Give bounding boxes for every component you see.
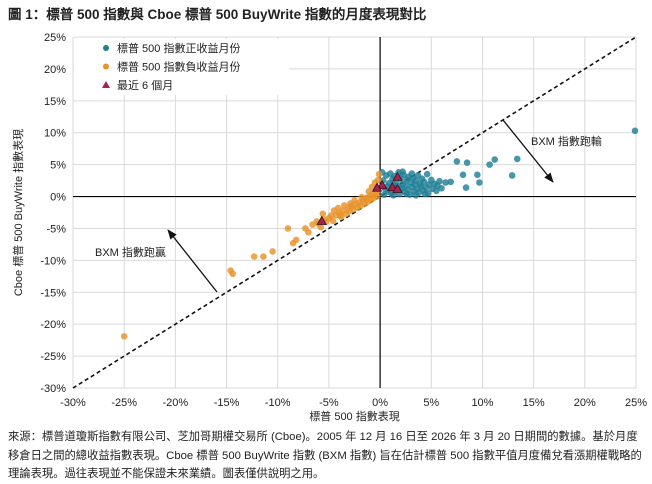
data-point-positive bbox=[436, 177, 443, 185]
data-point-positive bbox=[408, 170, 416, 177]
data-point-negative bbox=[329, 217, 337, 225]
data-point-positive bbox=[447, 178, 455, 186]
data-point-positive bbox=[423, 170, 431, 178]
x-tick-label: 25% bbox=[625, 397, 647, 409]
data-point-negative bbox=[358, 193, 365, 201]
data-point-positive bbox=[380, 191, 388, 198]
y-tick-label: 5% bbox=[50, 160, 66, 172]
data-point-positive bbox=[399, 168, 406, 175]
y-axis-label: Cboe 標普 500 BuyWrite 指數表現 bbox=[11, 129, 25, 296]
data-point-negative bbox=[347, 200, 354, 207]
y-tick-label: 15% bbox=[44, 96, 66, 108]
data-point-recent bbox=[371, 182, 383, 192]
underperform-arrow bbox=[502, 119, 554, 183]
y-tick-label: 25% bbox=[44, 32, 66, 44]
data-point-negative bbox=[269, 248, 276, 255]
data-point-positive bbox=[486, 161, 493, 168]
legend-marker-circle bbox=[103, 63, 109, 70]
data-point-negative bbox=[250, 253, 258, 260]
scatter-chart: -30% -25% -20% -15% -10% -5% 0% 5% 10% 15% 20% 25% 2… bbox=[11, 32, 647, 423]
y-tick-label: -25% bbox=[40, 351, 66, 363]
outperform-arrow bbox=[167, 229, 218, 293]
data-point-positive bbox=[476, 179, 483, 186]
data-point-positive bbox=[631, 127, 639, 135]
y-tick-label: -20% bbox=[40, 319, 66, 331]
data-point-negative bbox=[319, 210, 327, 218]
legend-marker-triangle bbox=[102, 81, 110, 88]
reference-line-y-equals-x bbox=[72, 36, 637, 389]
data-point-positive bbox=[438, 184, 445, 192]
x-tick-label: -10% bbox=[265, 397, 291, 409]
legend-background bbox=[74, 39, 289, 95]
data-point-positive bbox=[508, 172, 516, 179]
x-tick-label: -30% bbox=[60, 397, 86, 409]
data-point-negative bbox=[284, 225, 292, 232]
data-point-negative bbox=[229, 270, 236, 278]
y-tick-label: -5% bbox=[46, 223, 66, 235]
legend-label: 最近 6 個月 bbox=[117, 79, 173, 92]
data-point-positive bbox=[462, 184, 470, 191]
annotation-underperform: BXM 指數跑輸 bbox=[531, 134, 602, 148]
y-tick-label: 10% bbox=[44, 128, 66, 140]
data-point-negative bbox=[327, 212, 335, 219]
data-point-negative bbox=[305, 228, 312, 236]
x-tick-label: -20% bbox=[163, 397, 189, 409]
data-point-positive bbox=[474, 171, 481, 179]
data-point-positive bbox=[491, 156, 499, 163]
data-point-negative bbox=[292, 236, 300, 244]
data-point-positive bbox=[463, 159, 471, 167]
data-point-negative bbox=[340, 202, 348, 209]
data-point-positive bbox=[390, 191, 397, 199]
x-axis-label: 標普 500 指數表現 bbox=[309, 409, 399, 423]
data-point-negative bbox=[336, 211, 344, 219]
annotation-outperform: BXM 指數跑贏 bbox=[95, 245, 166, 259]
data-point-negative bbox=[373, 193, 381, 200]
data-point-negative bbox=[375, 170, 383, 178]
data-point-positive bbox=[513, 155, 521, 163]
x-tick-label: -15% bbox=[214, 397, 240, 409]
data-point-recent bbox=[392, 183, 403, 193]
data-point-positive bbox=[433, 187, 440, 195]
legend-label: 標普 500 指數正收益月份 bbox=[117, 41, 240, 55]
x-tick-label: -5% bbox=[319, 397, 339, 409]
data-point-negative bbox=[260, 253, 267, 260]
y-tick-label: 20% bbox=[44, 64, 66, 76]
data-point-negative bbox=[330, 207, 338, 214]
data-point-positive bbox=[421, 190, 429, 198]
data-point-negative bbox=[317, 223, 325, 231]
data-point-negative bbox=[120, 333, 128, 340]
y-tick-label: -15% bbox=[40, 287, 66, 299]
legend-marker-circle bbox=[103, 45, 109, 51]
data-point-negative bbox=[374, 176, 382, 184]
x-tick-label: 10% bbox=[471, 397, 493, 409]
data-point-positive bbox=[420, 178, 428, 186]
data-point-positive bbox=[453, 158, 461, 165]
chart-title: 圖 1：標普 500 指數與 Cboe 標普 500 BuyWrite 指數的月… bbox=[8, 7, 427, 22]
footnote: 來源：標普道瓊斯指數有限公司、芝加哥期權交易所 (Cboe)。2005 年 12… bbox=[8, 431, 642, 480]
x-tick-label: 0% bbox=[372, 397, 388, 409]
data-point-negative bbox=[363, 194, 371, 202]
data-point-recent bbox=[392, 171, 403, 181]
data-point-positive bbox=[403, 190, 411, 198]
y-tick-label: 0% bbox=[50, 192, 66, 204]
data-point-positive bbox=[412, 191, 420, 199]
x-tick-label: 5% bbox=[423, 397, 439, 409]
data-point-positive bbox=[442, 179, 449, 186]
data-point-recent bbox=[376, 179, 388, 190]
x-tick-label: 20% bbox=[574, 397, 596, 409]
data-point-recent bbox=[387, 181, 398, 192]
data-point-recent bbox=[316, 215, 327, 225]
y-tick-label: -10% bbox=[40, 255, 66, 267]
y-tick-label: -30% bbox=[40, 383, 66, 395]
x-tick-label: -25% bbox=[111, 397, 137, 409]
data-point-positive bbox=[459, 171, 467, 179]
legend-label: 標普 500 指數負收益月份 bbox=[117, 60, 240, 74]
x-tick-label: 15% bbox=[523, 397, 545, 409]
